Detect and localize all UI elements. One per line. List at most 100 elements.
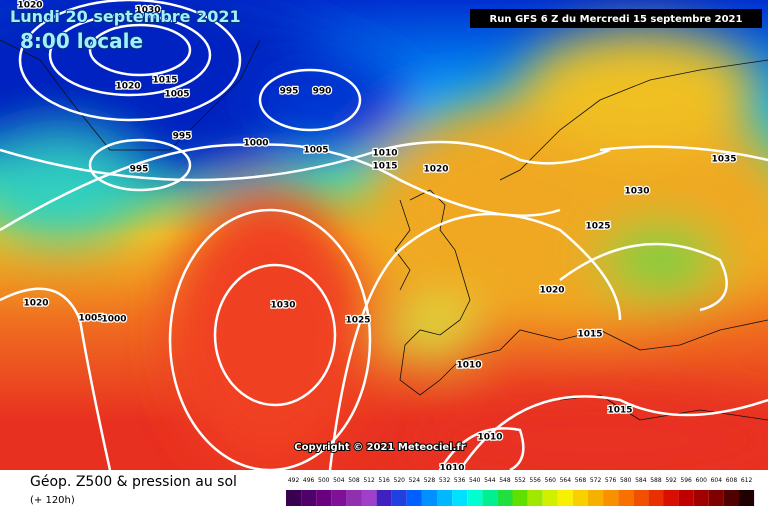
legend-swatch xyxy=(437,490,453,506)
legend-swatch xyxy=(361,490,377,506)
isobar-label: 1015 xyxy=(607,406,632,416)
run-box xyxy=(470,9,762,28)
legend-swatch xyxy=(527,490,543,506)
isobar-label: 1000 xyxy=(101,315,126,325)
legend-label: 508 xyxy=(348,477,360,484)
isobar-label: 995 xyxy=(130,165,149,175)
legend-swatch xyxy=(331,490,347,506)
legend-label: 608 xyxy=(726,477,738,484)
legend-swatch xyxy=(557,490,573,506)
legend-swatch xyxy=(572,490,588,506)
legend-label: 572 xyxy=(590,477,602,484)
legend-swatch xyxy=(286,490,302,506)
legend-label: 512 xyxy=(363,477,375,484)
legend-label: 604 xyxy=(711,477,723,484)
legend-label: 504 xyxy=(333,477,345,484)
legend-swatch xyxy=(467,490,483,506)
isobar-label: 1000 xyxy=(243,139,268,149)
legend-label: 588 xyxy=(650,477,662,484)
legend-swatch xyxy=(739,490,755,506)
legend-label: 492 xyxy=(288,477,300,484)
isobar-label: 1010 xyxy=(456,361,481,371)
isobar-label: 1030 xyxy=(135,6,160,16)
legend-swatch xyxy=(542,490,558,506)
map-date: Lundi 20 septembre 2021 xyxy=(10,7,241,26)
isobar-label: 1010 xyxy=(372,149,397,159)
legend-swatch xyxy=(316,490,332,506)
legend-swatch xyxy=(678,490,694,506)
copyright: Copyright © 2021 Meteociel.fr xyxy=(294,442,465,453)
legend-label: 580 xyxy=(620,477,632,484)
legend-label: 536 xyxy=(454,477,466,484)
isobar-label: 1015 xyxy=(577,330,602,340)
legend-label: 584 xyxy=(635,477,647,484)
isobar-label: 1020 xyxy=(23,299,48,309)
legend-label: 552 xyxy=(514,477,526,484)
footer-lead: (+ 120h) xyxy=(30,495,75,506)
legend-swatch xyxy=(648,490,664,506)
legend-label: 524 xyxy=(409,477,421,484)
legend-label: 596 xyxy=(680,477,692,484)
legend-swatch xyxy=(421,490,437,506)
legend-swatch xyxy=(693,490,709,506)
map-time: 8:00 locale xyxy=(20,29,143,53)
legend-swatch xyxy=(452,490,468,506)
legend-label: 540 xyxy=(469,477,481,484)
legend-label: 592 xyxy=(665,477,677,484)
legend-swatch xyxy=(497,490,513,506)
legend-label: 516 xyxy=(378,477,390,484)
isobar-label: 1010 xyxy=(439,464,464,474)
legend-label: 528 xyxy=(424,477,436,484)
legend-swatch xyxy=(406,490,422,506)
legend-label: 600 xyxy=(696,477,708,484)
legend-label: 576 xyxy=(605,477,617,484)
legend-swatch xyxy=(482,490,498,506)
isobar-label: 1030 xyxy=(624,187,649,197)
isobar-label: 1035 xyxy=(711,155,736,165)
isobar-label: 1015 xyxy=(372,162,397,172)
legend-label: 612 xyxy=(741,477,753,484)
legend-swatch xyxy=(723,490,739,506)
legend-label: 532 xyxy=(439,477,451,484)
legend-swatch xyxy=(376,490,392,506)
isobar-label: 1020 xyxy=(539,286,564,296)
legend-label: 520 xyxy=(394,477,406,484)
legend-swatch xyxy=(618,490,634,506)
legend-swatch xyxy=(301,490,317,506)
isobar-label: 1030 xyxy=(270,301,295,311)
legend-swatch xyxy=(603,490,619,506)
isobar-label: 990 xyxy=(313,87,332,97)
isobar-label: 1025 xyxy=(585,222,610,232)
legend-label: 548 xyxy=(499,477,511,484)
legend-swatch xyxy=(588,490,604,506)
isobar-label: 995 xyxy=(280,87,299,97)
isobar-label: 1020 xyxy=(423,165,448,175)
legend-label: 564 xyxy=(560,477,572,484)
legend-swatch xyxy=(663,490,679,506)
legend-label: 500 xyxy=(318,477,330,484)
legend-swatch xyxy=(708,490,724,506)
isobar-label: 1005 xyxy=(78,314,103,324)
legend-swatch xyxy=(346,490,362,506)
legend-label: 568 xyxy=(575,477,587,484)
isobar-label: 1010 xyxy=(477,433,502,443)
run-info: Run GFS 6 Z du Mercredi 15 septembre 202… xyxy=(490,14,743,25)
legend-swatch xyxy=(633,490,649,506)
isobar-label: 1020 xyxy=(115,82,140,92)
legend-swatch xyxy=(512,490,528,506)
legend-label: 496 xyxy=(303,477,315,484)
legend: 492 496 500 504 508 512 516 520 524 528 532 536 540 5… xyxy=(286,477,755,506)
legend-label: 544 xyxy=(484,477,496,484)
legend-swatch xyxy=(391,490,407,506)
legend-label: 556 xyxy=(529,477,541,484)
isobar-label: 1005 xyxy=(303,146,328,156)
legend-label: 560 xyxy=(545,477,557,484)
isobar-label: 1015 xyxy=(152,76,177,86)
isobar-label: 1005 xyxy=(164,90,189,100)
footer-title: Géop. Z500 & pression au sol xyxy=(30,474,237,490)
isobars xyxy=(0,0,768,470)
isobar-label: 1025 xyxy=(345,316,370,326)
isobar-label: 995 xyxy=(173,132,192,142)
